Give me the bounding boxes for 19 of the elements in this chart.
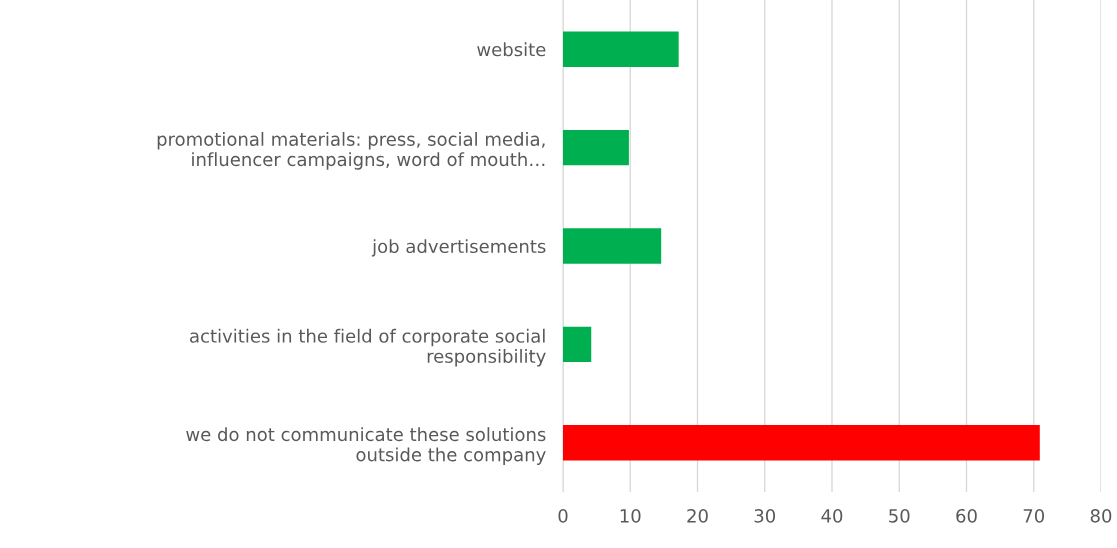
x-tick-label: 40 <box>821 508 843 523</box>
y-tick-label: job advertisements <box>371 239 546 257</box>
y-tick-label: we do not communicate these solutions outside the company <box>186 427 546 465</box>
x-tick-label: 30 <box>754 508 776 523</box>
x-tick-label: 50 <box>889 508 910 523</box>
bar <box>563 326 592 363</box>
y-tick-label: website <box>477 42 546 57</box>
x-tick-label: 60 <box>956 508 977 523</box>
y-tick-label: activities in the field of corporate social responsibility <box>190 328 546 367</box>
x-tick-label: 70 <box>1023 508 1045 523</box>
x-tick-label: 10 <box>620 508 641 523</box>
y-tick-label: promotional materials: press, social media, influencer campaigns, word of mouth… <box>157 132 545 170</box>
x-tick-label: 20 <box>687 508 708 523</box>
bar <box>563 129 629 166</box>
x-tick-label: 80 <box>1090 508 1112 523</box>
bar <box>563 228 662 264</box>
bar <box>563 31 679 67</box>
bar <box>563 425 1040 461</box>
x-tick-label: 0 <box>558 508 568 523</box>
